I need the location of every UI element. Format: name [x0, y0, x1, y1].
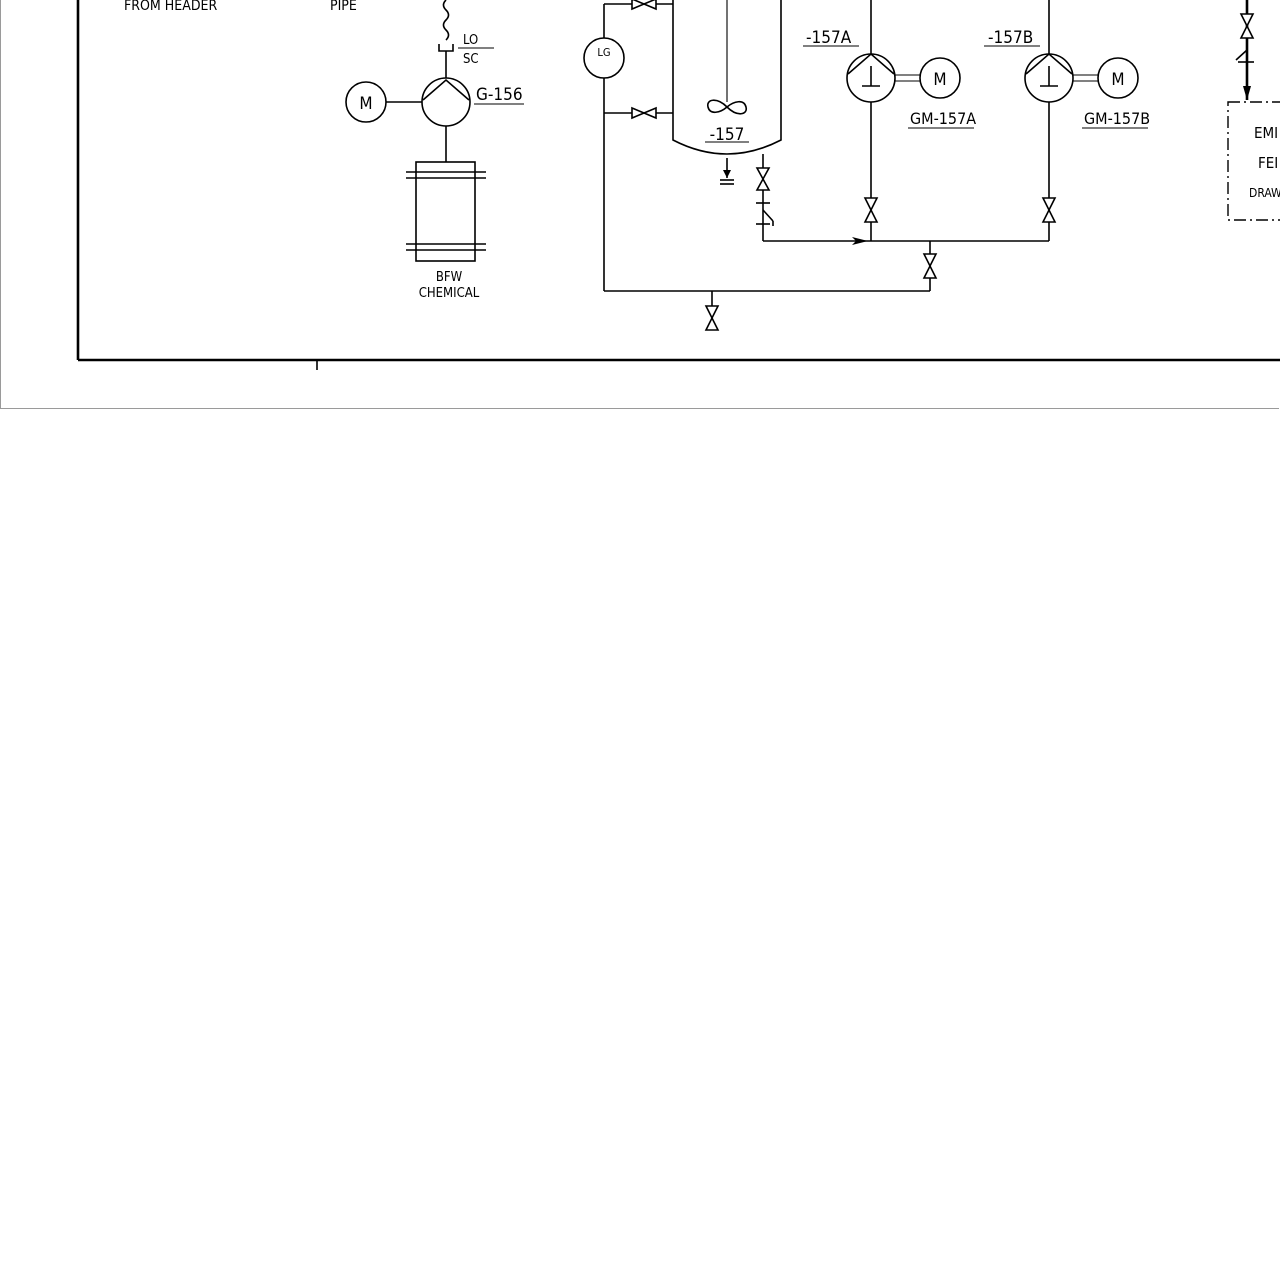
gate-valve-icon	[755, 167, 771, 191]
motor-157b-tag: GM-157B	[1084, 109, 1150, 128]
pump-157a-tag: -157A	[806, 28, 852, 48]
drain-arrow-icon	[723, 170, 731, 178]
motor-157a-tag: GM-157A	[910, 109, 976, 128]
sheet-frame	[0, 0, 1279, 409]
motor-157b-label: M	[1111, 70, 1124, 90]
vessel-157	[672, 0, 782, 155]
check-valve-icon	[1235, 49, 1248, 61]
motor-157a-label: M	[933, 70, 946, 90]
motor-g156-icon	[345, 81, 387, 123]
bfw-label: BFW	[436, 270, 463, 285]
lo-label: LO	[463, 33, 478, 48]
gate-valve-icon	[922, 253, 938, 279]
gate-valve-icon	[704, 305, 720, 331]
pump-157b-symbol	[1024, 52, 1074, 103]
box-line-3: DRAW	[1249, 186, 1280, 200]
pid-diagram: FROM HEADER PIPE LO SC M G-156 BFW CHEMI…	[76, 0, 1280, 370]
flexible-hose	[442, 0, 450, 41]
vessel-tag: -157	[710, 125, 745, 145]
pump-g156-symbol	[421, 77, 471, 127]
motor-157a-icon	[919, 57, 961, 99]
off-page-reference-box	[1227, 101, 1280, 221]
sc-label: SC	[463, 52, 479, 67]
chemical-label: CHEMICAL	[419, 286, 480, 301]
motor-157b-icon	[1097, 57, 1139, 99]
pump-157b-tag: -157B	[988, 28, 1033, 48]
flow-arrow-icon	[852, 237, 868, 245]
pid-drawing-sheet: FROM HEADER PIPE LO SC M G-156 BFW CHEMI…	[0, 0, 1280, 410]
level-gauge-icon	[583, 37, 625, 79]
pipe-label: PIPE	[330, 0, 357, 14]
lock-open-fitting	[438, 44, 454, 52]
gate-valve-icon	[631, 106, 657, 120]
from-header-label: FROM HEADER	[124, 0, 217, 14]
motor-g156-label: M	[359, 94, 372, 114]
gate-valve-icon	[631, 0, 657, 11]
flow-arrow-icon	[1243, 86, 1251, 100]
box-line-2: FEI	[1258, 154, 1278, 172]
box-line-1: EMI	[1254, 124, 1278, 142]
strainer-icon	[762, 209, 774, 222]
pump-g156-tag: G-156	[476, 85, 523, 105]
gate-valve-icon	[1041, 197, 1057, 223]
gate-valve-icon	[1239, 13, 1255, 39]
level-gauge-label: LG	[597, 46, 610, 59]
bfw-chemical-drum	[406, 161, 486, 262]
pump-157a-symbol	[846, 52, 896, 103]
gate-valve-icon	[863, 197, 879, 223]
